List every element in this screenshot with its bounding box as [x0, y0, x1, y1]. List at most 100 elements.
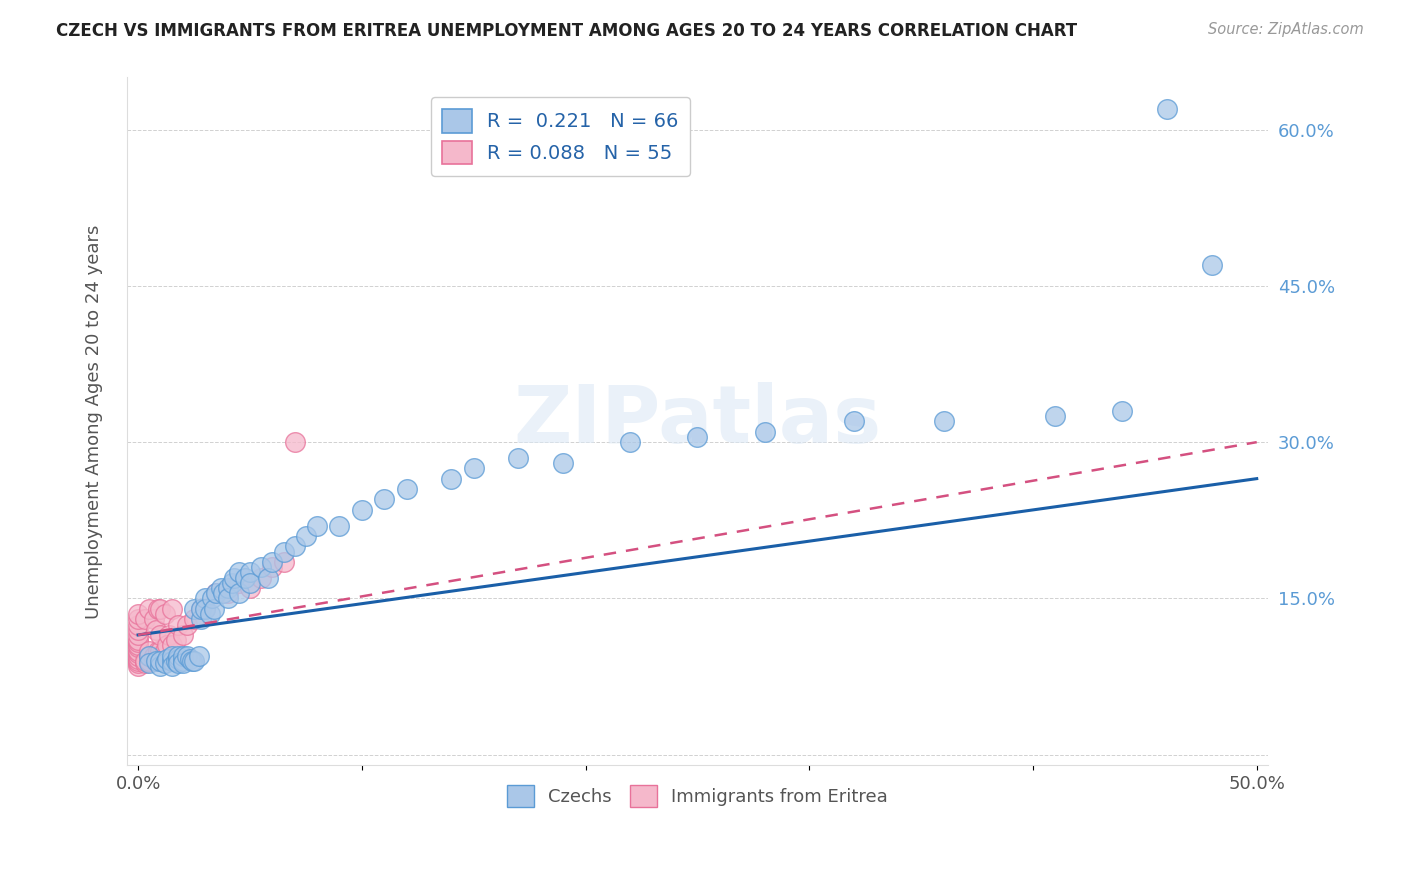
- Point: [153, 643, 176, 657]
- Point: [134, 656, 156, 670]
- Point: [127, 612, 149, 626]
- Point: [149, 602, 172, 616]
- Point: [221, 575, 243, 590]
- Point: [156, 639, 179, 653]
- Point: [127, 628, 149, 642]
- Point: [167, 652, 190, 666]
- Point: [239, 575, 262, 590]
- Point: [932, 414, 955, 428]
- Point: [228, 575, 250, 590]
- Point: [619, 435, 641, 450]
- Point: [149, 654, 172, 668]
- Point: [328, 518, 350, 533]
- Point: [134, 612, 156, 626]
- Point: [295, 529, 318, 543]
- Point: [145, 654, 167, 668]
- Point: [172, 654, 194, 668]
- Point: [350, 503, 373, 517]
- Point: [160, 659, 183, 673]
- Point: [127, 617, 149, 632]
- Point: [1156, 102, 1178, 116]
- Point: [239, 566, 262, 580]
- Point: [176, 617, 198, 632]
- Point: [153, 607, 176, 621]
- Point: [373, 492, 395, 507]
- Point: [228, 586, 250, 600]
- Y-axis label: Unemployment Among Ages 20 to 24 years: Unemployment Among Ages 20 to 24 years: [86, 224, 103, 618]
- Point: [172, 656, 194, 670]
- Point: [686, 430, 709, 444]
- Point: [198, 607, 221, 621]
- Point: [138, 654, 160, 668]
- Point: [176, 648, 198, 663]
- Point: [440, 472, 463, 486]
- Point: [190, 602, 212, 616]
- Point: [194, 602, 217, 616]
- Point: [138, 656, 160, 670]
- Point: [167, 656, 190, 670]
- Text: Source: ZipAtlas.com: Source: ZipAtlas.com: [1208, 22, 1364, 37]
- Point: [1201, 258, 1223, 272]
- Point: [273, 555, 295, 569]
- Legend: Czechs, Immigrants from Eritrea: Czechs, Immigrants from Eritrea: [499, 778, 896, 814]
- Point: [167, 648, 190, 663]
- Point: [138, 648, 160, 663]
- Point: [145, 654, 167, 668]
- Point: [183, 602, 205, 616]
- Point: [262, 555, 284, 569]
- Point: [205, 586, 228, 600]
- Point: [250, 571, 273, 585]
- Text: ZIPatlas: ZIPatlas: [513, 383, 882, 460]
- Point: [273, 544, 295, 558]
- Point: [212, 586, 235, 600]
- Point: [148, 602, 170, 616]
- Point: [187, 648, 209, 663]
- Point: [127, 623, 149, 637]
- Point: [508, 450, 530, 465]
- Point: [842, 414, 865, 428]
- Point: [201, 591, 224, 606]
- Point: [149, 643, 172, 657]
- Point: [205, 586, 228, 600]
- Point: [134, 654, 156, 668]
- Point: [127, 656, 149, 670]
- Point: [209, 581, 232, 595]
- Point: [1045, 409, 1067, 423]
- Point: [194, 591, 217, 606]
- Point: [142, 612, 165, 626]
- Point: [224, 571, 246, 585]
- Point: [160, 639, 183, 653]
- Point: [553, 456, 575, 470]
- Point: [160, 602, 183, 616]
- Point: [257, 571, 280, 585]
- Point: [156, 652, 179, 666]
- Point: [127, 607, 149, 621]
- Point: [190, 612, 212, 626]
- Point: [160, 654, 183, 668]
- Point: [194, 602, 217, 616]
- Point: [149, 628, 172, 642]
- Point: [167, 617, 190, 632]
- Point: [127, 659, 149, 673]
- Point: [127, 648, 149, 663]
- Point: [754, 425, 776, 439]
- Point: [183, 654, 205, 668]
- Point: [142, 648, 165, 663]
- Point: [127, 654, 149, 668]
- Point: [138, 602, 160, 616]
- Point: [157, 628, 180, 642]
- Point: [165, 633, 187, 648]
- Point: [190, 602, 212, 616]
- Point: [149, 659, 172, 673]
- Point: [148, 643, 170, 657]
- Point: [145, 623, 167, 637]
- Point: [307, 518, 329, 533]
- Text: CZECH VS IMMIGRANTS FROM ERITREA UNEMPLOYMENT AMONG AGES 20 TO 24 YEARS CORRELAT: CZECH VS IMMIGRANTS FROM ERITREA UNEMPLO…: [56, 22, 1077, 40]
- Point: [138, 643, 160, 657]
- Point: [127, 640, 149, 655]
- Point: [235, 571, 257, 585]
- Point: [262, 560, 284, 574]
- Point: [172, 648, 194, 663]
- Point: [180, 654, 202, 668]
- Point: [395, 482, 418, 496]
